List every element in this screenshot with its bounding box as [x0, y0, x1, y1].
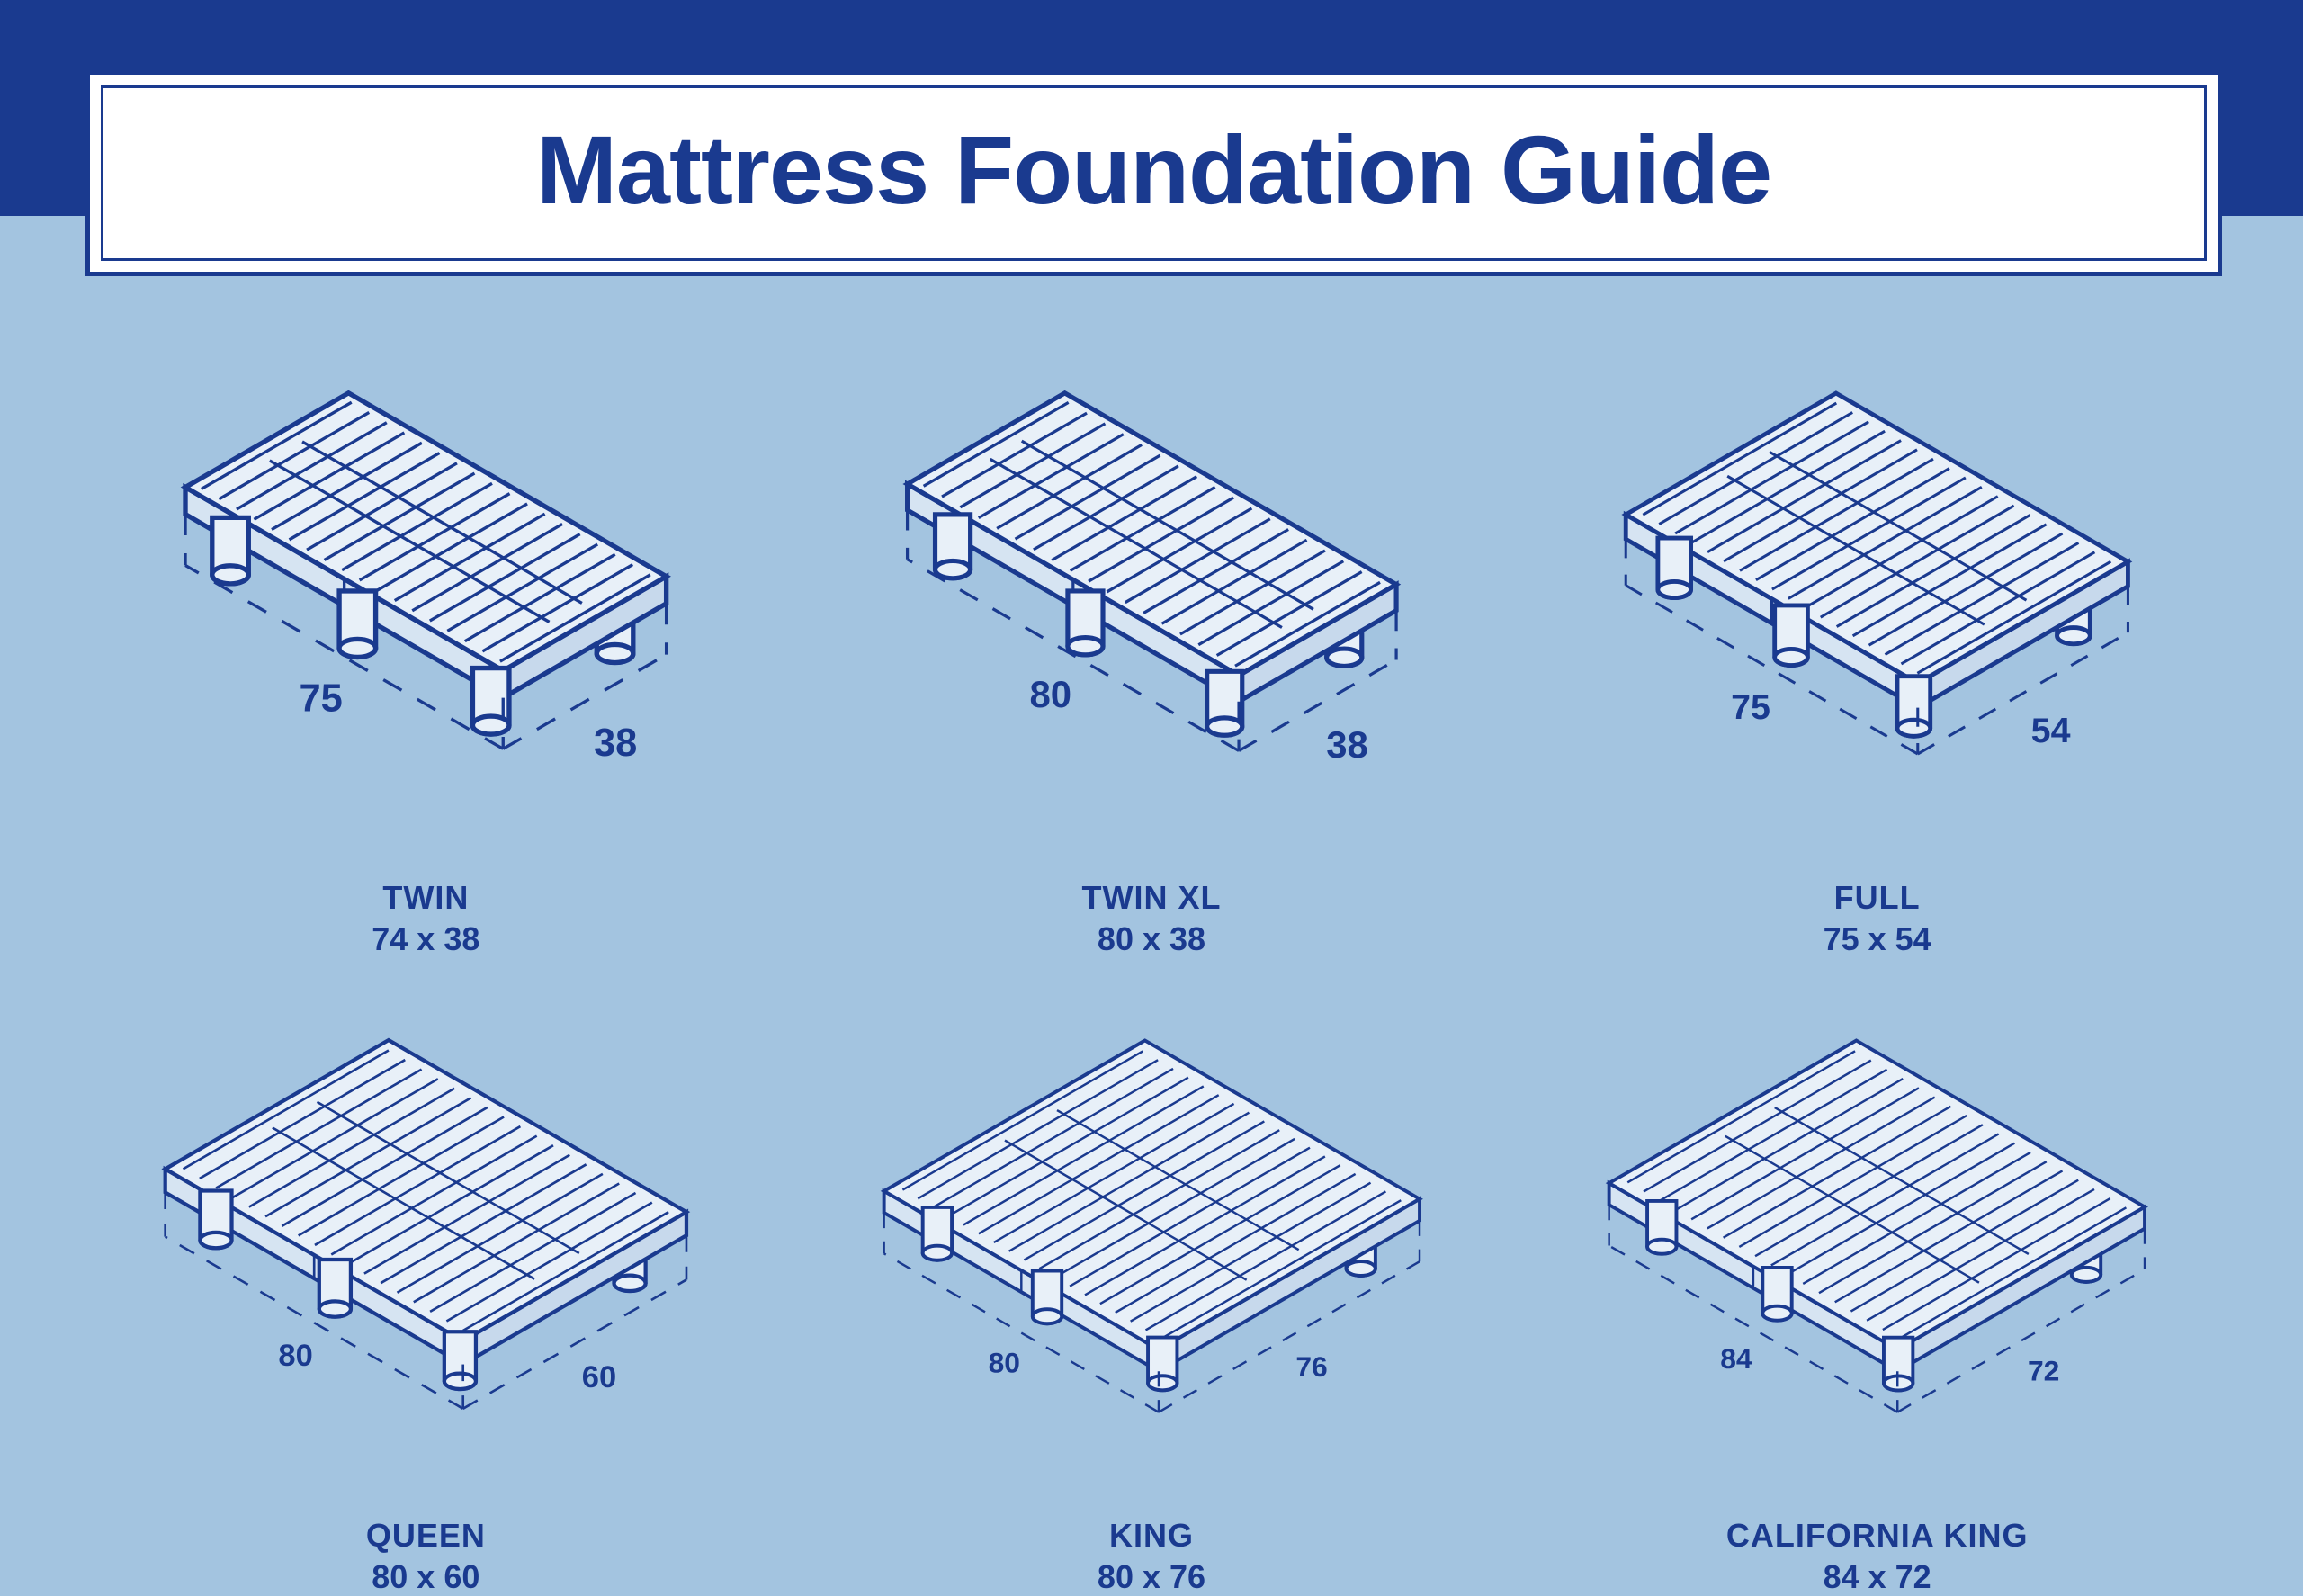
title-inner-border: Mattress Foundation Guide	[101, 85, 2207, 261]
dim-width: 54	[2031, 711, 2071, 750]
page-title: Mattress Foundation Guide	[103, 113, 2204, 226]
bed-illustration: 80 76	[798, 985, 1506, 1513]
dim-width: 38	[1326, 723, 1368, 766]
mattress-label: QUEEN 80 x 60	[366, 1517, 486, 1596]
mattress-grid: 75 38 TWIN 74 x 38 80 38 TWIN XL 80 x 38	[72, 324, 2231, 1527]
mattress-label: FULL 75 x 54	[1824, 879, 1931, 958]
mattress-dims: 80 x 38	[1082, 920, 1222, 958]
dim-width: 72	[2028, 1354, 2059, 1386]
mattress-dims: 75 x 54	[1824, 920, 1931, 958]
mattress-dims: 84 x 72	[1726, 1558, 2029, 1596]
mattress-cell-king: 80 76 KING 80 x 76	[798, 985, 1506, 1596]
mattress-dims: 80 x 76	[1098, 1558, 1205, 1596]
dim-width: 60	[582, 1360, 616, 1394]
mattress-cell-twin-xl: 80 38 TWIN XL 80 x 38	[798, 324, 1506, 958]
mattress-label: KING 80 x 76	[1098, 1517, 1205, 1596]
title-box: Mattress Foundation Guide	[85, 70, 2222, 276]
bed-illustration: 75 38	[72, 324, 780, 875]
mattress-cell-full: 75 54 FULL 75 x 54	[1523, 324, 2231, 958]
bed-illustration: 80 38	[798, 324, 1506, 875]
dim-length: 80	[988, 1346, 1019, 1378]
dim-length: 80	[278, 1339, 312, 1373]
bed-illustration: 84 72	[1523, 985, 2231, 1513]
mattress-cell-twin: 75 38 TWIN 74 x 38	[72, 324, 780, 958]
bed-illustration: 80 60	[72, 985, 780, 1513]
mattress-name: TWIN XL	[1082, 879, 1222, 917]
dim-width: 38	[594, 722, 637, 765]
dim-length: 75	[300, 677, 343, 721]
mattress-cell-queen: 80 60 QUEEN 80 x 60	[72, 985, 780, 1596]
mattress-name: FULL	[1824, 879, 1931, 917]
dim-length: 75	[1731, 687, 1770, 727]
dim-width: 76	[1295, 1350, 1327, 1383]
mattress-name: TWIN	[372, 879, 479, 917]
dim-length: 84	[1721, 1342, 1753, 1375]
mattress-dims: 74 x 38	[372, 920, 479, 958]
mattress-cell-california-king: 84 72 CALIFORNIA KING 84 x 72	[1523, 985, 2231, 1596]
mattress-dims: 80 x 60	[366, 1558, 486, 1596]
dim-length: 80	[1029, 673, 1071, 715]
mattress-label: TWIN XL 80 x 38	[1082, 879, 1222, 958]
mattress-label: TWIN 74 x 38	[372, 879, 479, 958]
bed-illustration: 75 54	[1523, 324, 2231, 875]
mattress-label: CALIFORNIA KING 84 x 72	[1726, 1517, 2029, 1596]
